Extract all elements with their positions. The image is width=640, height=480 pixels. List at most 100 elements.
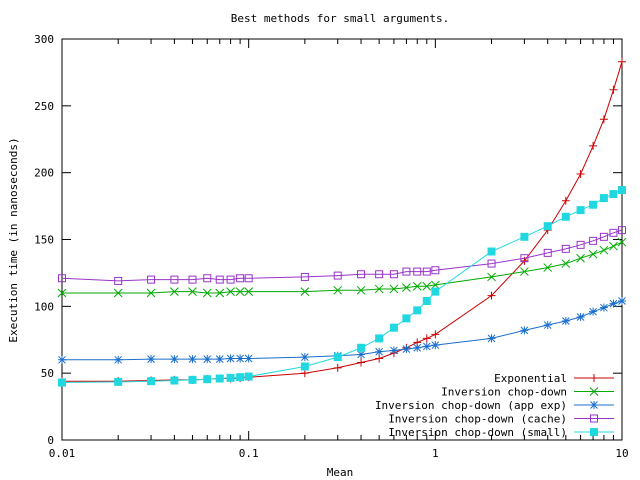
data-point: [357, 350, 366, 359]
legend-marker: [590, 428, 598, 436]
data-point: [215, 288, 225, 298]
data-point: [244, 354, 253, 363]
series-4: [58, 226, 626, 285]
data-point: [588, 249, 598, 259]
data-point: [599, 303, 608, 312]
data-point: [599, 194, 608, 203]
data-point: [589, 307, 598, 316]
data-point: [170, 287, 179, 296]
series-2: [57, 237, 627, 298]
series-layer: [57, 57, 627, 387]
data-point: [413, 343, 422, 352]
data-point: [402, 283, 411, 292]
data-point: [58, 274, 66, 283]
data-point: [430, 280, 440, 290]
data-point: [413, 267, 422, 276]
data-point: [375, 334, 384, 343]
data-point: [543, 248, 552, 257]
legend-label: Inversion chop-down: [441, 386, 567, 399]
data-point: [561, 196, 570, 205]
data-point: [609, 85, 618, 94]
data-point: [520, 326, 529, 335]
data-point: [226, 354, 235, 363]
data-point: [244, 287, 254, 296]
data-point: [402, 314, 411, 323]
data-point: [244, 372, 253, 381]
data-point: [561, 212, 570, 221]
legend-marker: [589, 387, 599, 396]
chart-title: Best methods for small arguments.: [231, 12, 450, 25]
data-point: [300, 272, 309, 281]
y-tick-label: 0: [47, 434, 54, 447]
data-point: [226, 287, 235, 296]
data-point: [431, 341, 440, 350]
data-point: [170, 275, 179, 284]
data-point: [147, 377, 156, 386]
legend-label: Inversion chop-down (app exp): [375, 399, 567, 412]
data-point: [618, 296, 626, 305]
data-point: [58, 378, 66, 387]
data-point: [520, 232, 529, 241]
data-point: [226, 275, 235, 284]
data-point: [333, 363, 342, 372]
data-point: [170, 376, 179, 385]
data-point: [300, 369, 309, 378]
data-point: [617, 237, 627, 247]
data-point: [389, 346, 398, 355]
data-point: [487, 259, 496, 268]
series-line: [62, 61, 623, 382]
x-axis-label: Mean: [327, 466, 354, 479]
y-tick-label: 250: [34, 100, 54, 113]
legend-marker: [590, 414, 598, 423]
series-line: [62, 241, 623, 294]
data-point: [389, 323, 398, 332]
data-point: [235, 287, 245, 296]
data-point: [215, 374, 224, 383]
data-point: [609, 228, 618, 237]
data-point: [487, 247, 496, 256]
data-point: [188, 375, 197, 384]
legend-label: Inversion chop-down (small): [388, 426, 567, 439]
data-point: [422, 342, 431, 351]
data-point: [431, 330, 440, 339]
data-point: [561, 259, 571, 268]
data-point: [215, 275, 224, 284]
data-point: [244, 274, 253, 283]
data-point: [357, 343, 366, 352]
data-point: [576, 313, 585, 322]
data-point: [431, 287, 440, 296]
data-point: [333, 271, 342, 280]
data-point: [236, 373, 245, 382]
data-point: [146, 288, 156, 298]
data-point: [203, 375, 212, 384]
data-point: [618, 186, 626, 195]
data-point: [618, 226, 626, 235]
data-point: [333, 353, 342, 362]
data-point: [333, 285, 343, 295]
data-point: [576, 206, 585, 215]
legend-marker: [590, 401, 598, 409]
y-tick-label: 300: [34, 33, 54, 46]
data-point: [375, 347, 384, 356]
data-point: [520, 254, 529, 263]
data-point: [431, 266, 440, 275]
data-point: [543, 321, 552, 330]
y-tick-label: 150: [34, 234, 54, 247]
x-tick-label: 0.1: [239, 447, 259, 460]
data-point: [589, 141, 598, 150]
legend-label: Exponential: [494, 372, 567, 385]
series-line: [62, 300, 623, 361]
data-point: [599, 115, 608, 124]
data-point: [114, 377, 123, 386]
y-tick-label: 100: [34, 300, 54, 313]
data-point: [215, 355, 224, 364]
data-point: [487, 272, 496, 282]
data-point: [589, 200, 598, 209]
legend-marker: [590, 374, 598, 382]
data-point: [487, 334, 496, 343]
y-axis: 0 50 100 150 200 250 300: [34, 33, 622, 447]
data-point: [561, 244, 570, 253]
data-point: [236, 354, 245, 363]
data-point: [576, 253, 585, 263]
